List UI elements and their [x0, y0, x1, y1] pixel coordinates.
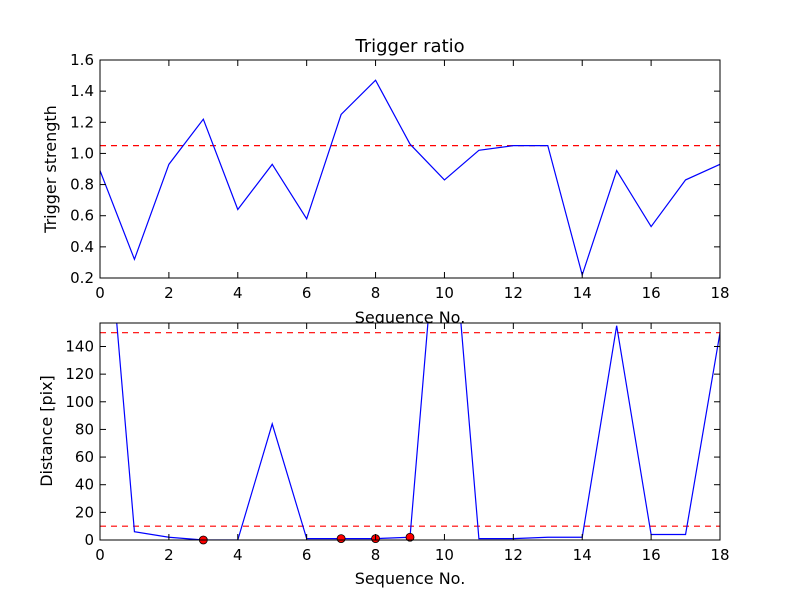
- y-tick-label: 1.6: [70, 51, 94, 69]
- x-tick-label: 6: [302, 284, 312, 302]
- x-tick-label: 10: [435, 284, 454, 302]
- x-tick-label: 4: [233, 284, 243, 302]
- x-tick-label: 6: [302, 546, 312, 564]
- distance-chart: 0 2 4 6 8 10 12 14 16 18 0 20 40 60 80 100 120 140 Seque…: [37, 322, 730, 588]
- y-tick-label: 120: [65, 365, 94, 383]
- x-axis-label: Sequence No.: [355, 308, 466, 327]
- y-tick-label: 1.4: [70, 82, 94, 100]
- y-tick-label: 1.0: [70, 144, 94, 162]
- plot-area: [100, 60, 720, 278]
- x-tick-label: 8: [371, 546, 381, 564]
- series-line: [100, 79, 720, 277]
- x-tick-label: 8: [371, 284, 381, 302]
- x-tick-label: 14: [573, 284, 592, 302]
- y-tick-label: 80: [75, 420, 94, 438]
- x-axis-label: Sequence No.: [355, 569, 466, 588]
- y-tick-label: 140: [65, 337, 94, 355]
- y-tick-label: 40: [75, 476, 94, 494]
- x-tick-label: 4: [233, 546, 243, 564]
- y-tick-label: 100: [65, 393, 94, 411]
- x-tick-label: 2: [164, 284, 174, 302]
- y-axis-label: Distance [pix]: [37, 375, 56, 487]
- plot-frame: [99, 322, 721, 541]
- y-tick-label: 1.2: [70, 113, 94, 131]
- y-tick-label: 0.8: [70, 176, 94, 194]
- trigger-ratio-chart: 0 2 4 6 8 10 12 14 16 18 0.2 0.4 0.6 0.8 1.0 1.2 1.4 1.6…: [41, 36, 730, 327]
- plot-frame: [99, 59, 721, 279]
- y-tick-label: 20: [75, 503, 94, 521]
- x-tick-label: 16: [642, 284, 661, 302]
- chart-title: Trigger ratio: [354, 36, 464, 57]
- x-tick-label: 12: [504, 546, 523, 564]
- x-tick-label: 10: [435, 546, 454, 564]
- x-tick-label: 18: [710, 546, 729, 564]
- y-tick-label: 0.6: [70, 207, 94, 225]
- y-tick-label: 0: [84, 531, 94, 549]
- plot-area: [100, 323, 720, 540]
- x-tick-label: 0: [95, 284, 105, 302]
- x-tick-label: 12: [504, 284, 523, 302]
- x-tick-label: 0: [95, 546, 105, 564]
- data-point-marker: [405, 532, 415, 542]
- data-point-marker: [336, 534, 346, 544]
- y-tick-label: 0.4: [70, 238, 94, 256]
- x-tick-label: 14: [573, 546, 592, 564]
- x-tick-label: 2: [164, 546, 174, 564]
- y-axis-label: Trigger strength: [41, 105, 60, 234]
- y-tick-label: 0.2: [70, 269, 94, 287]
- y-tick-label: 60: [75, 448, 94, 466]
- x-tick-label: 16: [642, 546, 661, 564]
- x-tick-label: 18: [710, 284, 729, 302]
